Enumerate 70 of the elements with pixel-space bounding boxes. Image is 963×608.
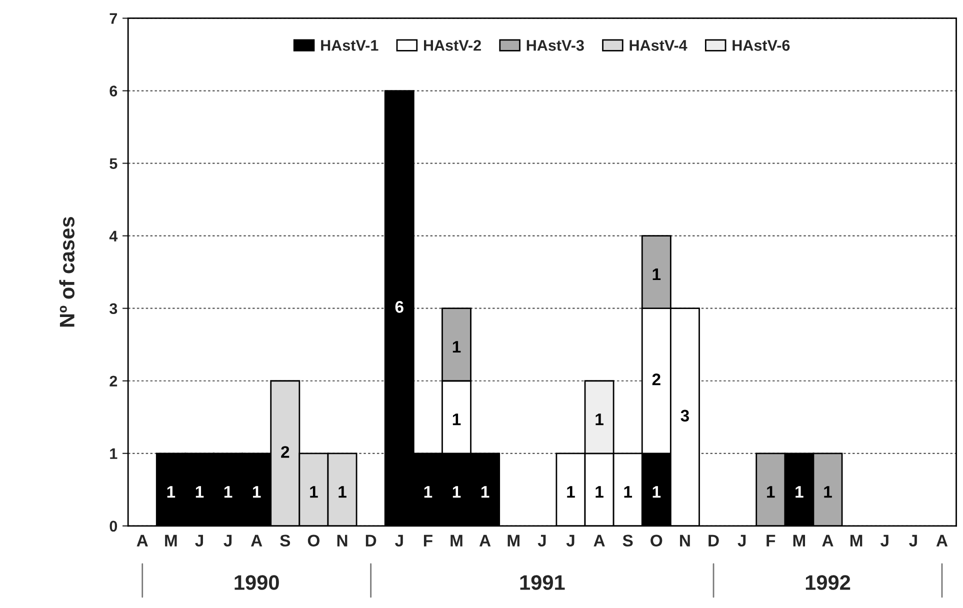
data-label: 1 xyxy=(452,486,461,498)
data-label: 1 xyxy=(767,486,775,498)
data-label: 1 xyxy=(481,486,490,498)
legend-label: HAstV-6 xyxy=(732,40,790,51)
data-label: 6 xyxy=(395,301,404,313)
y-tick-label: 0 xyxy=(110,520,118,532)
x-tick-label: F xyxy=(766,534,776,546)
data-label: 1 xyxy=(310,486,318,498)
x-tick-label: J xyxy=(909,534,917,546)
data-label: 1 xyxy=(452,414,461,426)
x-tick-label: N xyxy=(680,534,690,546)
data-label: 1 xyxy=(338,486,346,498)
y-tick-label: 6 xyxy=(110,86,118,96)
y-tick-label: 5 xyxy=(110,158,118,169)
data-label: 1 xyxy=(224,486,232,498)
y-tick-label: 2 xyxy=(110,376,118,386)
data-label: 1 xyxy=(796,486,804,498)
x-tick-label: J xyxy=(738,534,746,546)
data-label: 1 xyxy=(652,268,661,280)
x-tick-label: A xyxy=(936,534,948,546)
data-label: 3 xyxy=(680,410,689,422)
x-tick-label: A xyxy=(822,534,834,546)
y-axis-title: Nº of cases xyxy=(59,217,74,327)
x-tick-label: O xyxy=(650,534,662,546)
x-tick-label: J xyxy=(395,534,403,546)
x-tick-label: N xyxy=(337,534,348,546)
text: 1992 xyxy=(806,575,850,590)
x-tick-label: J xyxy=(538,534,546,546)
data-label: 1 xyxy=(652,486,661,498)
x-tick-label: S xyxy=(280,534,290,546)
legend-label: HAstV-1 xyxy=(321,40,378,51)
data-label: 2 xyxy=(281,446,290,458)
data-label: 1 xyxy=(624,486,632,498)
x-tick-label: J xyxy=(224,534,232,546)
data-label: 1 xyxy=(596,414,604,426)
x-tick-label: A xyxy=(594,534,605,546)
x-tick-label: M xyxy=(793,534,806,546)
data-label: 1 xyxy=(424,486,432,498)
x-tick-label: M xyxy=(165,534,177,546)
x-tick-label: D xyxy=(708,534,719,546)
x-tick-label: J xyxy=(195,534,203,546)
y-tick-label: 1 xyxy=(110,448,118,459)
x-tick-label: F xyxy=(424,534,432,546)
x-tick-label: J xyxy=(566,534,574,546)
x-tick-label: A xyxy=(136,534,148,546)
data-label: 1 xyxy=(824,486,832,498)
data-label: 1 xyxy=(167,486,176,498)
x-tick-label: D xyxy=(366,534,376,546)
legend-label: HAstV-4 xyxy=(630,40,688,51)
data-label: 1 xyxy=(253,486,261,498)
data-label: 1 xyxy=(452,341,461,353)
y-tick-label: 4 xyxy=(109,230,118,242)
x-tick-label: S xyxy=(622,534,633,546)
x-tick-label: A xyxy=(479,534,491,546)
data-label: 1 xyxy=(596,486,604,498)
x-tick-label: O xyxy=(308,534,320,546)
x-tick-label: M xyxy=(450,534,462,546)
data-label: 2 xyxy=(652,374,660,386)
y-tick-label: 3 xyxy=(110,303,118,314)
text: 1991 xyxy=(520,575,565,590)
legend-label: HAstV-2 xyxy=(424,40,481,51)
legend-label: HAstV-3 xyxy=(526,40,584,51)
y-tick-label: 7 xyxy=(110,13,117,24)
x-tick-label: A xyxy=(250,534,262,546)
x-tick-label: M xyxy=(850,534,862,546)
x-tick-label: J xyxy=(880,534,888,546)
text: 1990 xyxy=(234,575,279,590)
data-label: 1 xyxy=(567,486,575,498)
x-tick-label: M xyxy=(508,534,520,546)
data-label: 1 xyxy=(196,486,204,498)
